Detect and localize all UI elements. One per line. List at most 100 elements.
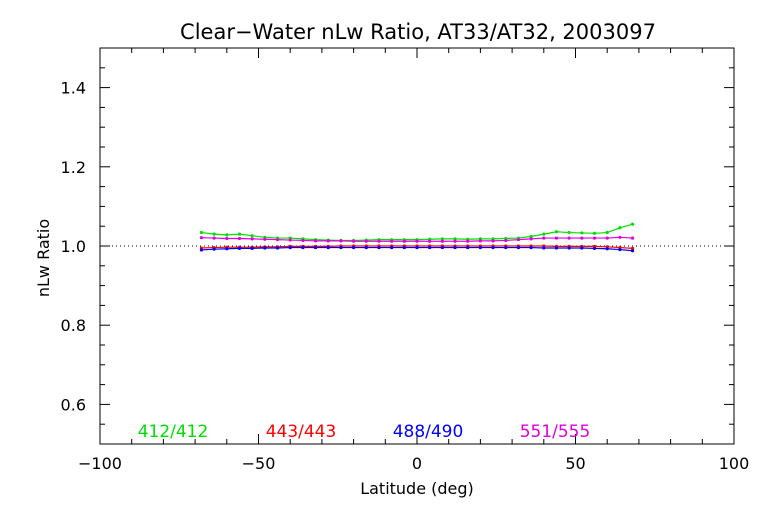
data-point <box>630 222 635 226</box>
data-point <box>212 247 216 251</box>
y-tick-label: 0.8 <box>61 316 86 335</box>
data-point <box>313 239 318 243</box>
chart-title: Clear−Water nLw Ratio, AT33/AT32, 200309… <box>180 20 656 44</box>
data-point <box>250 234 254 238</box>
x-tick-label: −100 <box>78 454 122 473</box>
data-point <box>478 239 482 243</box>
data-point <box>288 245 292 250</box>
y-axis-label: nLw Ratio <box>34 219 53 297</box>
data-point <box>466 239 470 243</box>
data-point <box>313 245 318 250</box>
data-point <box>529 237 533 241</box>
data-point <box>225 236 229 241</box>
axis-ticks <box>99 47 735 445</box>
data-point <box>377 239 381 243</box>
data-point <box>225 247 229 251</box>
legend-entry: 488/490 <box>393 422 464 442</box>
data-point <box>199 248 204 252</box>
data-point <box>364 239 368 243</box>
data-point <box>554 236 559 240</box>
data-point <box>491 245 495 250</box>
data-point <box>275 238 280 242</box>
data-point <box>554 230 559 234</box>
data-point <box>326 245 330 250</box>
data-point <box>478 245 482 250</box>
data-point <box>428 239 432 243</box>
data-point <box>580 231 584 235</box>
data-point <box>453 237 457 241</box>
data-point <box>618 235 622 239</box>
data-point <box>250 246 254 250</box>
data-point <box>605 236 609 240</box>
data-point <box>542 232 546 236</box>
data-point <box>580 246 584 250</box>
y-tick-label: 1.0 <box>61 237 86 256</box>
data-point <box>301 245 305 250</box>
data-point <box>580 236 584 240</box>
data-point <box>453 245 457 250</box>
legend: 412/412 443/443 488/490 551/555 <box>138 422 591 442</box>
data-point <box>288 238 292 242</box>
data-point <box>504 238 508 243</box>
data-point <box>605 247 609 251</box>
data-point <box>529 234 533 239</box>
series-layer <box>199 222 635 253</box>
data-point <box>618 247 622 252</box>
data-point <box>440 245 444 250</box>
legend-entry: 443/443 <box>266 422 337 442</box>
data-point <box>440 237 444 241</box>
data-point <box>567 246 571 250</box>
data-point <box>263 237 267 241</box>
data-point <box>402 239 406 243</box>
data-point <box>402 245 406 250</box>
data-point <box>529 245 533 250</box>
data-point <box>453 239 457 243</box>
x-tick-label: 100 <box>719 454 750 473</box>
data-point <box>237 246 242 250</box>
data-point <box>301 238 305 243</box>
x-tick-label: 0 <box>412 454 422 473</box>
data-point <box>516 245 521 250</box>
data-point <box>212 236 216 240</box>
data-point <box>605 230 609 235</box>
axis-tick-labels: −100 −50 0 50 100 0.6 0.8 1.0 1.2 1.4 <box>61 79 750 473</box>
data-point <box>567 230 571 235</box>
data-point <box>491 239 495 243</box>
data-point <box>352 239 356 243</box>
data-point <box>199 236 204 240</box>
data-point <box>225 233 229 237</box>
data-point <box>339 239 343 243</box>
data-point <box>352 245 356 250</box>
data-point <box>542 246 546 250</box>
data-point <box>592 231 597 235</box>
data-point <box>250 237 254 241</box>
y-tick-label: 1.2 <box>61 158 86 177</box>
data-point <box>237 236 242 241</box>
data-point <box>466 245 470 250</box>
data-point <box>618 226 622 230</box>
x-axis-label: Latitude (deg) <box>360 479 474 498</box>
data-point <box>275 246 280 250</box>
data-point <box>390 245 394 250</box>
data-point <box>592 236 597 240</box>
data-point <box>440 239 444 243</box>
data-point <box>554 246 559 250</box>
data-point <box>390 239 394 243</box>
data-point <box>428 245 432 250</box>
legend-entry: 551/555 <box>520 422 591 442</box>
y-tick-label: 0.6 <box>61 395 86 414</box>
data-point <box>212 232 216 236</box>
data-point <box>504 245 508 250</box>
x-tick-label: −50 <box>242 454 276 473</box>
data-point <box>542 236 546 240</box>
data-point <box>199 230 204 235</box>
data-point <box>592 246 597 250</box>
x-tick-label: 50 <box>565 454 585 473</box>
data-point <box>364 245 368 250</box>
data-point <box>516 238 521 242</box>
data-point <box>326 239 330 243</box>
data-point <box>339 245 343 250</box>
data-point <box>415 239 419 243</box>
data-point <box>415 245 419 250</box>
y-tick-label: 1.4 <box>61 79 86 98</box>
